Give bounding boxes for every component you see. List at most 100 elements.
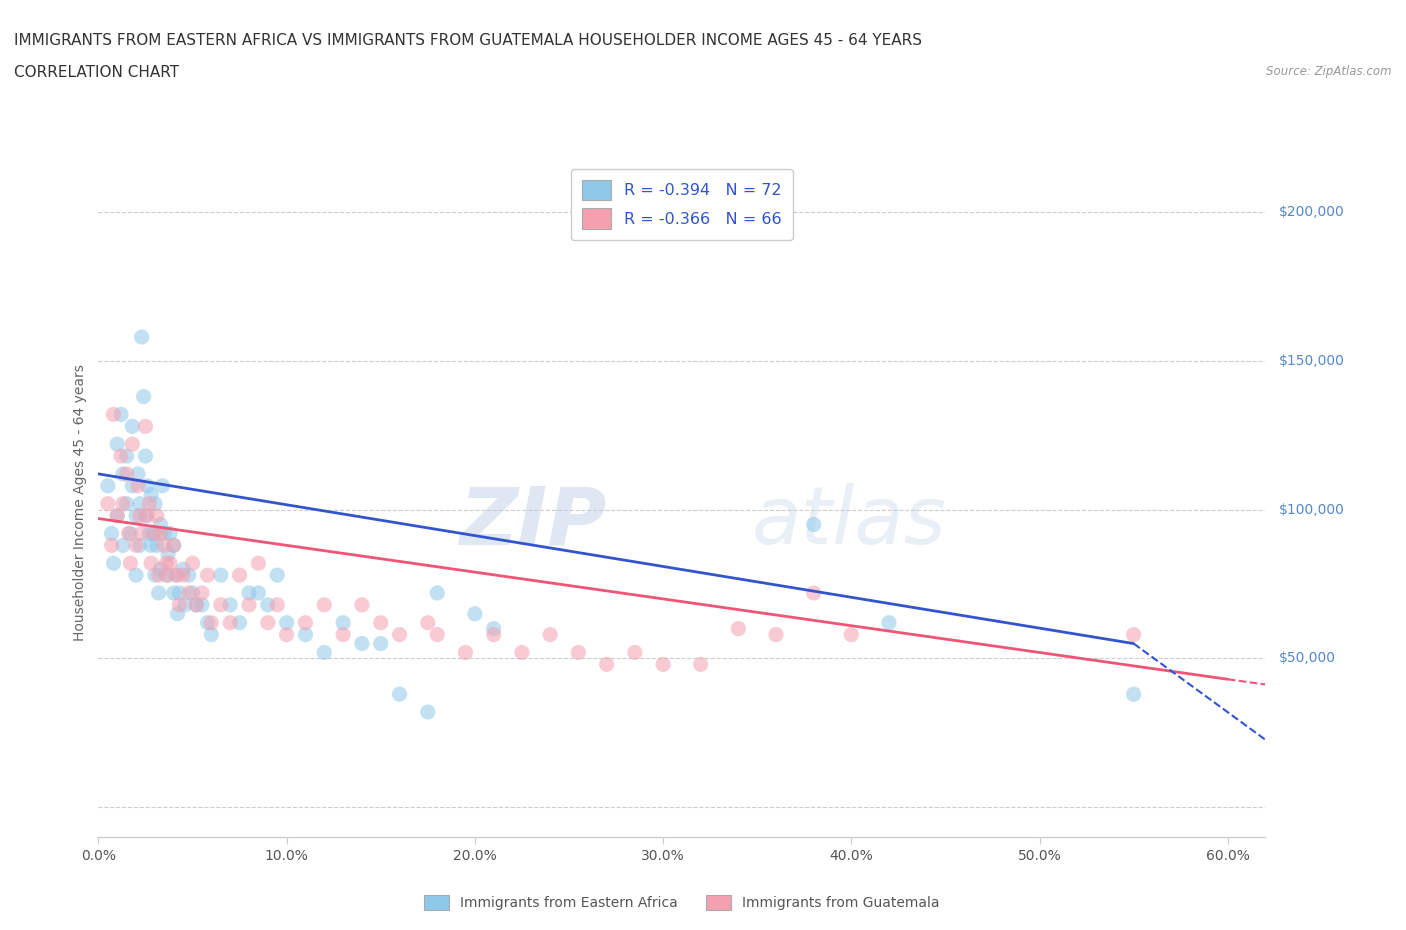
Point — [105, 508, 128, 523]
Text: IMMIGRANTS FROM EASTERN AFRICA VS IMMIGRANTS FROM GUATEMALA HOUSEHOLDER INCOME A: IMMIGRANTS FROM EASTERN AFRICA VS IMMIGR… — [14, 33, 922, 47]
Point — [146, 508, 169, 523]
Point — [181, 586, 204, 601]
Point — [727, 621, 749, 636]
Point — [294, 616, 316, 631]
Point — [238, 586, 260, 601]
Point — [163, 586, 186, 601]
Point — [110, 407, 132, 422]
Point — [595, 657, 617, 671]
Point — [247, 556, 270, 571]
Point — [191, 586, 214, 601]
Point — [100, 538, 122, 552]
Point — [127, 467, 149, 482]
Point — [111, 467, 134, 482]
Point — [143, 567, 166, 582]
Point — [332, 616, 354, 631]
Point — [166, 606, 188, 621]
Point — [149, 562, 172, 577]
Point — [350, 636, 373, 651]
Point — [765, 627, 787, 642]
Point — [155, 556, 177, 571]
Point — [228, 567, 250, 582]
Point — [153, 538, 176, 552]
Point — [388, 686, 411, 701]
Point — [97, 478, 120, 493]
Point — [125, 567, 148, 582]
Point — [120, 556, 142, 571]
Text: atlas: atlas — [752, 484, 946, 562]
Point — [197, 567, 219, 582]
Point — [157, 567, 180, 582]
Point — [877, 616, 900, 631]
Point — [219, 616, 242, 631]
Point — [125, 508, 148, 523]
Text: CORRELATION CHART: CORRELATION CHART — [14, 65, 179, 80]
Point — [314, 645, 336, 660]
Point — [169, 597, 191, 612]
Point — [125, 538, 148, 552]
Text: ZIP: ZIP — [458, 484, 606, 562]
Point — [136, 508, 159, 523]
Point — [276, 627, 298, 642]
Legend: Immigrants from Eastern Africa, Immigrants from Guatemala: Immigrants from Eastern Africa, Immigran… — [418, 888, 946, 917]
Point — [159, 526, 181, 541]
Point — [370, 616, 392, 631]
Point — [121, 478, 143, 493]
Point — [153, 526, 176, 541]
Point — [186, 597, 208, 612]
Point — [294, 627, 316, 642]
Point — [416, 616, 439, 631]
Point — [155, 567, 177, 582]
Point — [103, 556, 125, 571]
Point — [134, 448, 156, 463]
Point — [111, 538, 134, 552]
Point — [416, 705, 439, 720]
Point — [219, 597, 242, 612]
Point — [388, 627, 411, 642]
Point — [186, 597, 208, 612]
Point — [143, 526, 166, 541]
Point — [172, 567, 194, 582]
Point — [127, 478, 149, 493]
Point — [510, 645, 533, 660]
Point — [128, 508, 150, 523]
Point — [803, 586, 825, 601]
Point — [163, 538, 186, 552]
Point — [110, 448, 132, 463]
Point — [276, 616, 298, 631]
Point — [181, 556, 204, 571]
Text: $100,000: $100,000 — [1279, 502, 1346, 517]
Point — [482, 627, 505, 642]
Point — [624, 645, 647, 660]
Point — [482, 621, 505, 636]
Point — [134, 508, 156, 523]
Point — [228, 616, 250, 631]
Y-axis label: Householder Income Ages 45 - 64 years: Householder Income Ages 45 - 64 years — [73, 364, 87, 641]
Point — [370, 636, 392, 651]
Point — [115, 448, 138, 463]
Point — [169, 586, 191, 601]
Point — [209, 597, 232, 612]
Point — [139, 487, 162, 502]
Point — [103, 407, 125, 422]
Point — [197, 616, 219, 631]
Point — [839, 627, 862, 642]
Point — [350, 597, 373, 612]
Point — [159, 556, 181, 571]
Point — [1122, 627, 1144, 642]
Point — [652, 657, 675, 671]
Point — [111, 497, 134, 512]
Point — [165, 567, 187, 582]
Point — [157, 547, 180, 562]
Point — [177, 586, 200, 601]
Point — [256, 597, 278, 612]
Point — [266, 597, 288, 612]
Point — [120, 526, 142, 541]
Point — [131, 329, 153, 344]
Point — [426, 586, 449, 601]
Point — [121, 437, 143, 452]
Text: Source: ZipAtlas.com: Source: ZipAtlas.com — [1267, 65, 1392, 78]
Point — [131, 526, 153, 541]
Point — [177, 567, 200, 582]
Point — [538, 627, 561, 642]
